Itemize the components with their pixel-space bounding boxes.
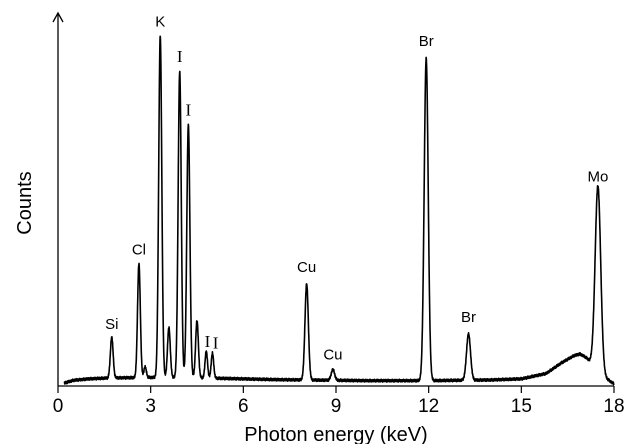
peak-label: I — [177, 47, 183, 66]
x-tick-label: 3 — [145, 396, 156, 417]
x-tick-label: 12 — [418, 396, 439, 417]
x-tick-label: 0 — [53, 396, 64, 417]
x-tick-label: 6 — [238, 396, 249, 417]
spectrum-line — [63, 35, 615, 386]
x-axis-title: Photon energy (keV) — [244, 424, 427, 444]
peak-label: I — [205, 332, 211, 351]
peak-label: Mo — [588, 168, 609, 185]
peak-label: I — [186, 100, 192, 119]
peak-label: Br — [419, 33, 434, 50]
peak-label: I — [213, 334, 219, 353]
peak-label: Cu — [297, 259, 316, 276]
peak-label: Cu — [323, 346, 342, 363]
peak-label: Br — [461, 309, 476, 326]
y-axis-arrow-icon — [52, 11, 64, 23]
peak-label: K — [155, 13, 165, 30]
x-ticks: 0 3 6 9 12 15 18 — [53, 386, 625, 417]
y-axis-title: Counts — [14, 171, 36, 234]
x-tick-label: 18 — [603, 396, 624, 417]
x-tick-label: 15 — [511, 396, 532, 417]
peak-label: Cl — [132, 241, 146, 258]
x-tick-label: 9 — [331, 396, 342, 417]
peak-label: Si — [105, 316, 118, 333]
